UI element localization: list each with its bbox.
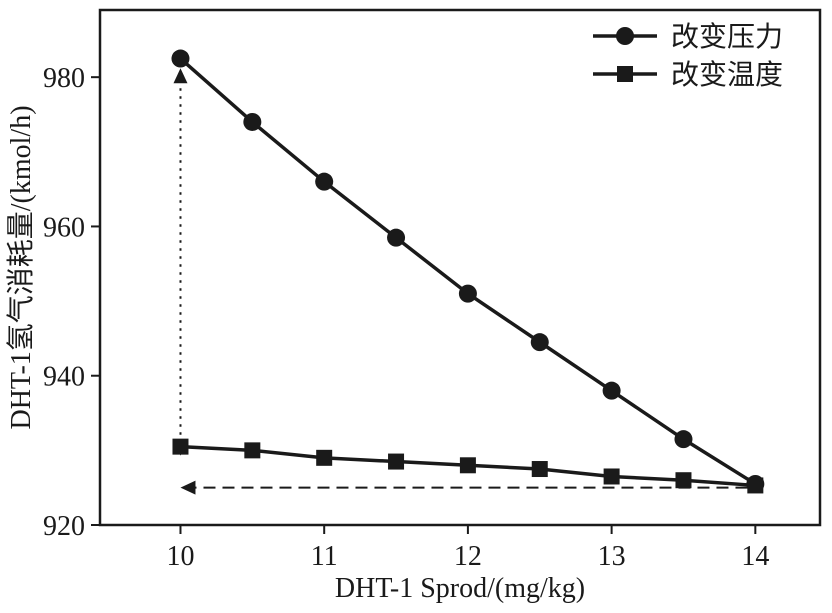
- x-tick-label: 14: [741, 541, 769, 572]
- y-tick-label: 980: [43, 63, 85, 94]
- x-tick-label: 11: [311, 541, 338, 572]
- legend-label: 改变压力: [671, 21, 783, 53]
- series-temperature: [172, 438, 764, 494]
- x-tick-label: 13: [598, 541, 626, 572]
- y-axis-label: DHT-1氢气消耗量/(kmol/h): [5, 105, 37, 429]
- x-axis-label: DHT-1 Sprod/(mg/kg): [335, 573, 585, 604]
- y-tick-label: 960: [43, 212, 85, 243]
- plot-border: [98, 8, 822, 527]
- legend-label: 改变温度: [671, 59, 783, 91]
- x-tick-label: 10: [166, 541, 194, 572]
- x-axis: 10 11 12 13 14 DHT-1 Sprod/(mg/kg): [166, 525, 769, 604]
- y-tick-label: 920: [43, 511, 85, 542]
- x-tick-label: 12: [454, 541, 482, 572]
- series-pressure: [171, 49, 765, 493]
- y-tick-label: 940: [43, 362, 85, 393]
